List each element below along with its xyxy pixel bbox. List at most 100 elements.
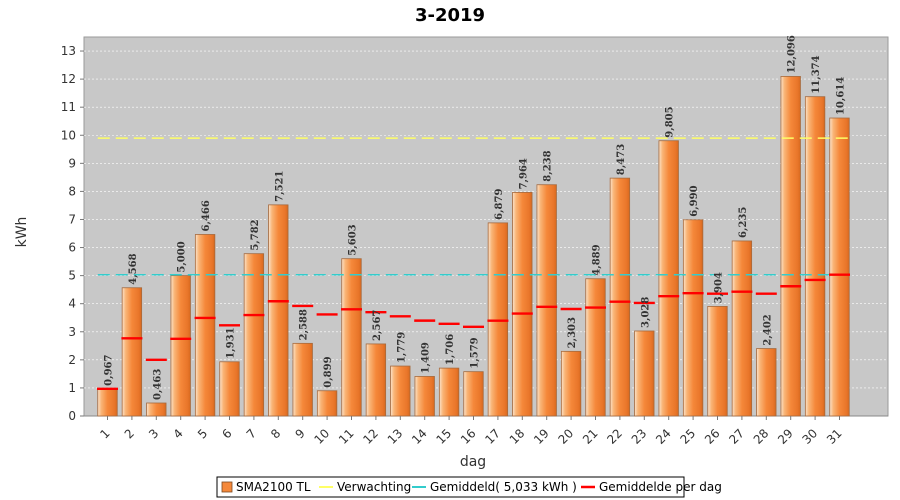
x-tick-label: 5 [195,426,210,441]
x-tick-label: 17 [482,426,503,447]
y-tick-label: 2 [68,353,76,367]
chart-title: 3-2019 [415,5,485,26]
x-tick-label: 3 [146,426,161,441]
legend-label: SMA2100 TL [236,480,311,494]
bar-value-label: 12,096 [787,35,798,73]
legend-label: Verwachting [337,480,411,494]
x-tick-label: 9 [293,426,308,441]
bar-value-label: 9,805 [665,106,676,137]
bar-value-label: 4,889 [592,244,603,275]
bar[interactable] [170,275,191,417]
bar-value-label: 6,235 [738,207,749,238]
x-tick-label: 29 [775,426,796,447]
bar-value-label: 0,899 [323,356,334,387]
bar-value-label: 0,463 [152,369,163,400]
bar[interactable] [414,376,435,417]
bar-value-label: 6,879 [494,189,505,220]
x-tick-label: 10 [312,426,333,447]
x-axis-title: dag [460,454,486,470]
bar-value-label: 5,782 [250,219,261,250]
bar-value-label: 4,568 [128,253,139,284]
bar[interactable] [316,390,338,417]
plot-area [83,36,889,417]
bar[interactable] [804,96,826,417]
bar[interactable] [731,240,753,417]
bar-value-label: 2,567 [372,310,383,341]
y-tick-label: 5 [68,269,76,283]
bar[interactable] [585,278,606,417]
bar[interactable] [634,330,655,417]
y-tick-label: 3 [68,325,76,339]
x-tick-label: 11 [336,426,357,447]
bar[interactable] [365,343,387,417]
x-tick-label: 25 [678,426,699,447]
legend-box [216,476,685,498]
bar-value-label: 6,990 [689,185,700,216]
bar-value-label: 2,588 [299,309,310,340]
bar-value-label: 5,000 [177,241,188,272]
x-tick-label: 1 [97,426,112,441]
x-tick-label: 8 [268,426,283,441]
x-tick-label: 7 [244,426,259,441]
bar[interactable] [707,305,728,417]
x-tick-label: 23 [629,426,650,447]
bar-value-label: 3,028 [640,297,651,328]
bar[interactable] [463,371,484,417]
y-tick-label: 1 [68,381,76,395]
x-tick-label: 30 [800,426,821,447]
x-tick-label: 31 [824,426,845,447]
x-tick-label: 13 [385,426,406,447]
bar-value-label: 10,614 [836,77,847,115]
bar[interactable] [292,342,313,417]
bar-value-label: 8,473 [616,144,627,175]
bar[interactable] [560,350,582,417]
bar[interactable] [146,402,167,417]
legend-label: Gemiddeld( 5,033 kWh ) [430,480,577,494]
y-tick-label: 8 [68,184,76,198]
bar[interactable] [756,348,777,417]
legend-swatch-bar [221,481,233,493]
x-tick-label: 21 [580,426,601,447]
bar[interactable] [438,367,460,417]
bar[interactable] [390,365,411,417]
bar-value-label: 3,904 [714,272,725,303]
y-tick-label: 7 [68,212,76,226]
bar-value-label: 11,374 [811,55,822,93]
x-tick-label: 2 [122,426,137,441]
bar-value-label: 8,238 [543,150,554,181]
bar-value-label: 1,706 [445,334,456,365]
bar-value-label: 1,931 [226,327,237,358]
bar[interactable] [829,117,850,417]
y-tick-label: 12 [61,72,76,86]
y-tick-label: 10 [61,128,76,142]
x-tick-label: 16 [458,426,479,447]
bar[interactable] [536,184,557,417]
bar[interactable] [243,253,265,417]
x-tick-label: 22 [604,426,625,447]
x-tick-label: 12 [360,426,381,447]
bar[interactable] [341,258,362,417]
y-tick-label: 13 [61,44,76,58]
x-tick-label: 28 [751,426,772,447]
x-tick-label: 15 [434,426,455,447]
x-tick-label: 26 [702,426,723,447]
bar[interactable] [682,219,704,417]
x-tick-label: 18 [507,426,528,447]
bar[interactable] [219,361,240,417]
bar[interactable] [121,287,143,417]
bar[interactable] [487,222,509,417]
bar[interactable] [512,192,533,417]
bar[interactable] [780,76,801,417]
bar[interactable] [268,204,289,417]
y-tick-label: 9 [68,156,76,170]
x-tick-label: 27 [726,426,747,447]
bar[interactable] [658,140,679,417]
bar-value-label: 1,579 [470,337,481,368]
bar-value-label: 0,967 [104,354,115,385]
bar[interactable] [609,177,631,417]
x-tick-label: 24 [653,426,674,447]
bar[interactable] [97,388,118,417]
bar-value-label: 6,466 [201,200,212,231]
bar[interactable] [194,234,216,417]
